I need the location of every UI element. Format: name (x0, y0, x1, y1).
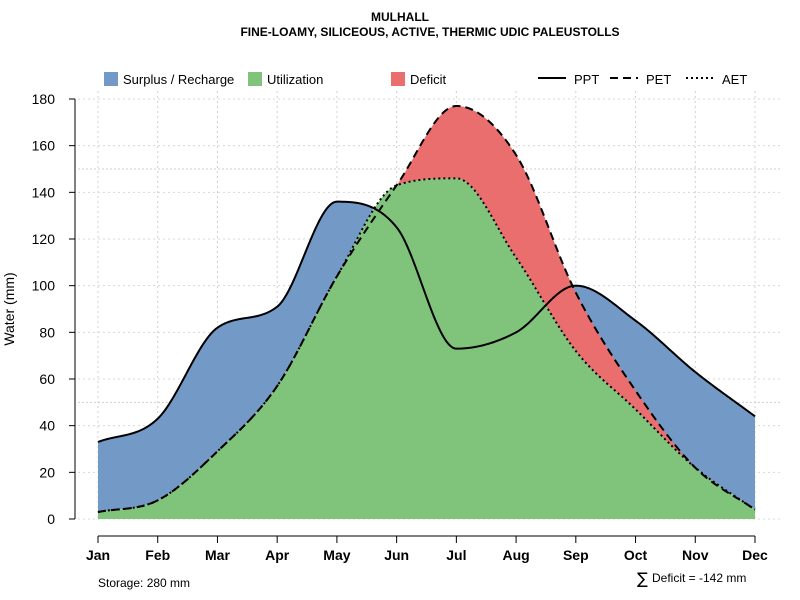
y-tick-label: 180 (32, 91, 56, 107)
x-tick-label: Feb (145, 547, 170, 563)
legend-label: Deficit (410, 72, 447, 87)
axes: 0 20 40 60 80 100 120 140 160 180 Jan Feb Mar Apr May J… (32, 91, 768, 563)
legend-label: Surplus / Recharge (123, 72, 234, 87)
surplus-recharge-area (98, 201, 373, 512)
deficit-area (398, 106, 694, 467)
legend-label: PET (646, 72, 671, 87)
x-tick-label: Oct (624, 547, 648, 563)
utilization-area (98, 178, 755, 520)
x-tick-label: Nov (682, 547, 709, 563)
x-tick-label: Mar (205, 547, 230, 563)
storage-note: Storage: 280 mm (98, 576, 190, 590)
y-tick-label: 160 (32, 138, 56, 154)
x-tick-label: Dec (742, 547, 768, 563)
legend-swatch (248, 72, 262, 86)
deficit-total: Deficit = -142 mm (652, 571, 746, 585)
legend-swatch (391, 72, 405, 86)
area-fills (98, 106, 755, 520)
y-axis-label: Water (mm) (1, 272, 17, 345)
x-tick-label: May (323, 547, 350, 563)
legend: Surplus / Recharge Utilization Deficit PPT P… (104, 72, 747, 87)
x-tick-label: Jun (384, 547, 409, 563)
chart-subtitle: FINE-LOAMY, SILICEOUS, ACTIVE, THERMIC U… (240, 25, 619, 39)
legend-label: PPT (574, 72, 599, 87)
legend-swatch (104, 72, 118, 86)
y-tick-label: 100 (32, 278, 56, 294)
x-tick-label: Sep (563, 547, 589, 563)
series-line-pet (97, 104, 756, 513)
y-tick-label: 20 (39, 464, 55, 480)
y-tick-label: 140 (32, 184, 56, 200)
legend-label: Utilization (267, 72, 323, 87)
y-tick-label: 40 (39, 418, 55, 434)
deficit-sum-symbol: ∑ (637, 569, 648, 588)
y-tick-label: 120 (32, 231, 56, 247)
x-tick-label: Apr (265, 547, 290, 563)
x-tick-label: Jan (86, 547, 110, 563)
chart-title: MULHALL (371, 10, 429, 24)
series-line-ppt (97, 200, 756, 443)
y-tick-label: 60 (39, 371, 55, 387)
series-lines (97, 104, 756, 513)
y-tick-label: 0 (47, 511, 55, 527)
legend-label: AET (722, 72, 747, 87)
x-tick-label: Jul (446, 547, 466, 563)
x-tick-label: Aug (502, 547, 529, 563)
y-tick-label: 80 (39, 324, 55, 340)
